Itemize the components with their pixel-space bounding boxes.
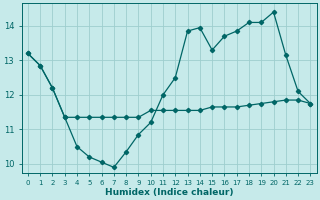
X-axis label: Humidex (Indice chaleur): Humidex (Indice chaleur) <box>105 188 233 197</box>
